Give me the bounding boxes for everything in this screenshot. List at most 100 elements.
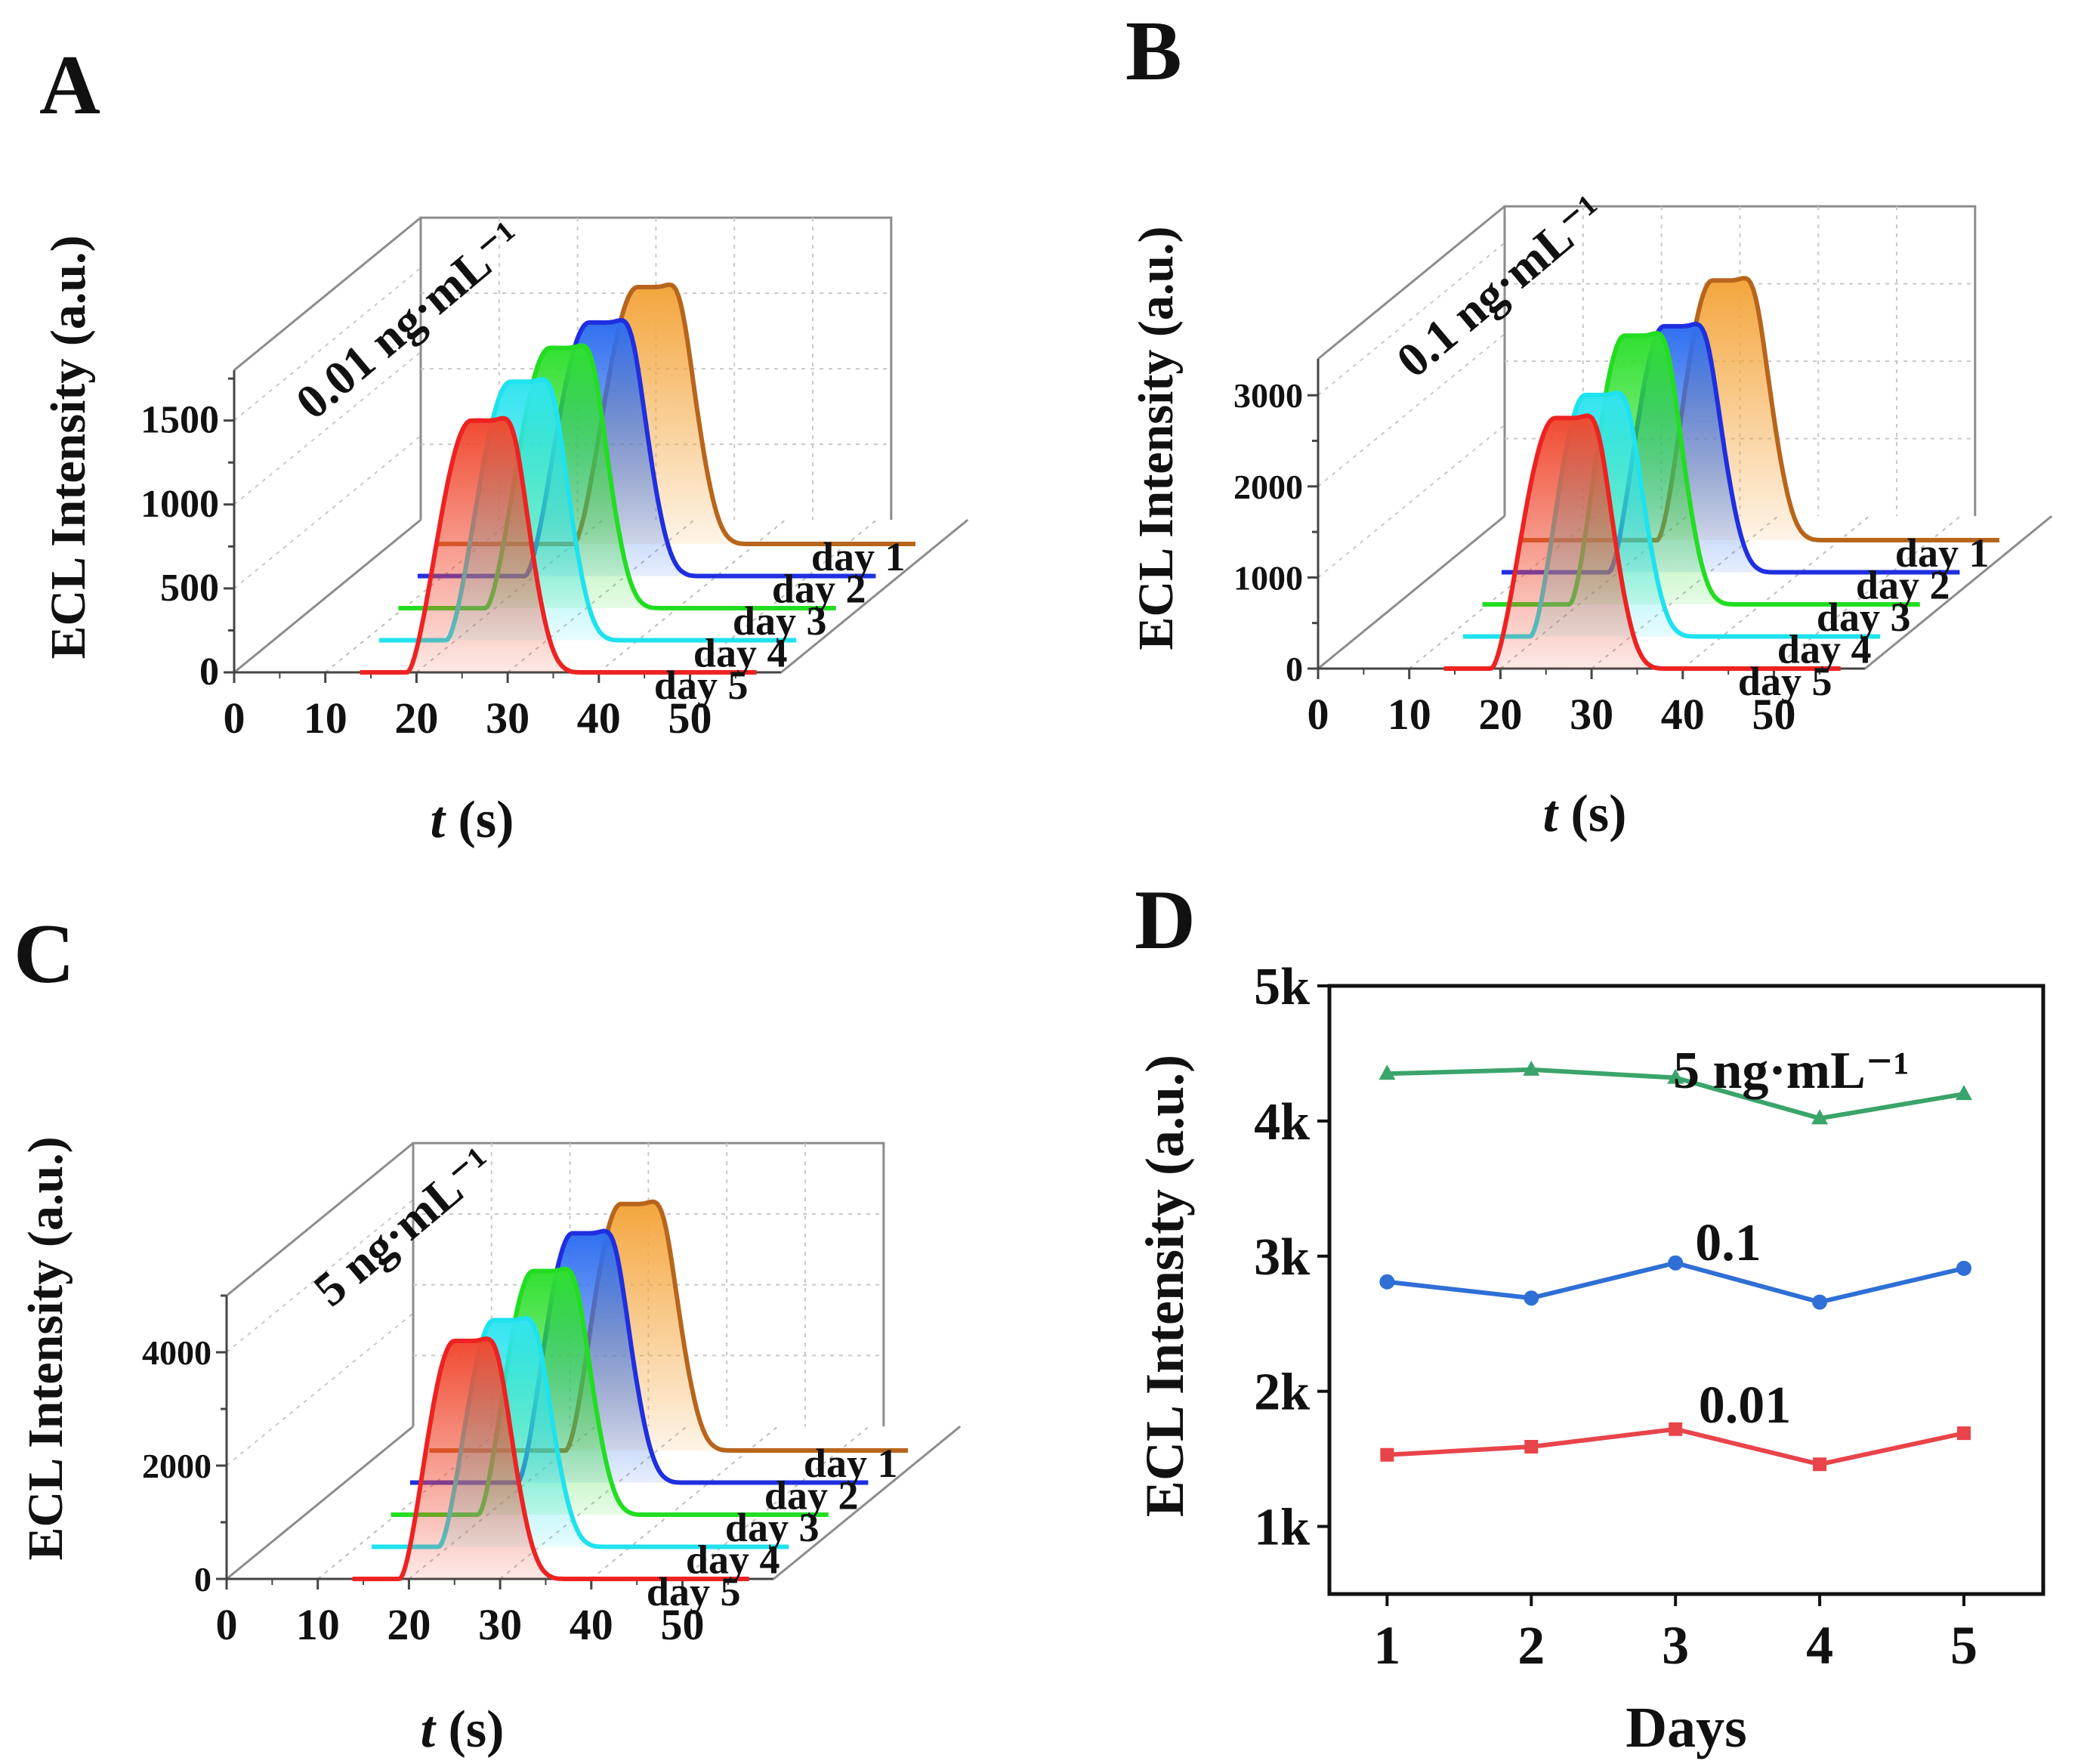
series-label: day 2 xyxy=(1856,563,1950,608)
series-label: day 2 xyxy=(772,567,866,612)
depth-axis xyxy=(1317,514,1505,670)
series-label: day 4 xyxy=(1777,627,1872,672)
series-label: 0.01 xyxy=(1699,1376,1792,1435)
x-tick-label: 0 xyxy=(224,694,245,743)
curve-fill xyxy=(417,320,877,576)
data-point xyxy=(1523,1060,1540,1076)
x-axis-label-unit: (s) xyxy=(1558,785,1626,843)
data-point xyxy=(1524,1440,1539,1454)
x-axis-label-unit: (s) xyxy=(445,791,514,849)
depth-axis xyxy=(233,518,421,674)
y-tick-label: 1000 xyxy=(1233,558,1303,597)
y-tick-label: 0 xyxy=(194,1560,211,1599)
data-point xyxy=(1667,1068,1684,1084)
x-tick-label: 10 xyxy=(1388,690,1431,739)
x-axis-label: t (s) xyxy=(421,1701,505,1759)
x-axis-label: t (s) xyxy=(431,791,514,849)
x-tick-label: 50 xyxy=(1752,690,1796,739)
depth-axis xyxy=(226,1425,414,1580)
y-axis-label: ECL Intensity (a.u.) xyxy=(1135,1055,1195,1517)
series-label: day 3 xyxy=(725,1505,820,1550)
y-tick-label: 5k xyxy=(1254,958,1310,1016)
curve-fill xyxy=(429,1201,909,1450)
wall-gridline xyxy=(233,351,421,505)
data-point xyxy=(1669,1422,1683,1436)
wall-gridline xyxy=(233,267,421,422)
data-point xyxy=(1813,1457,1827,1472)
x-tick-label: 3 xyxy=(1662,1615,1689,1676)
floor-right-edge xyxy=(780,518,969,674)
x-axis-label: t (s) xyxy=(1543,785,1627,843)
curve-fill xyxy=(1443,416,1843,669)
panel-title: 0.01 ng·mL⁻¹ xyxy=(286,211,532,430)
wall-gridline xyxy=(226,1312,414,1466)
y-tick-label: 500 xyxy=(160,567,219,610)
wall-gridline xyxy=(226,1199,414,1353)
data-point xyxy=(1812,1294,1828,1310)
x-tick-label: 0 xyxy=(216,1600,238,1649)
curve-fill xyxy=(437,284,916,544)
data-point xyxy=(1668,1255,1684,1271)
wall-gridline xyxy=(1317,242,1505,397)
x-tick-label: 30 xyxy=(1570,690,1613,739)
panel-letter-a: A xyxy=(39,39,100,132)
data-point xyxy=(1380,1447,1394,1462)
data-point xyxy=(1956,1260,1971,1276)
wall-top-edge xyxy=(233,216,421,372)
panel-title: 0.1 ng·mL⁻¹ xyxy=(1386,184,1613,388)
series-label: day 1 xyxy=(811,534,906,579)
y-tick-label: 1k xyxy=(1254,1499,1310,1557)
series-label: day 3 xyxy=(1817,595,1911,640)
floor-right-edge xyxy=(1864,514,2053,670)
series-label: day 5 xyxy=(1738,659,1832,704)
data-point xyxy=(1524,1290,1539,1306)
series-label: day 2 xyxy=(764,1473,859,1518)
series-label: 5 ng·mL⁻¹ xyxy=(1673,1042,1910,1100)
curve-line xyxy=(360,416,757,675)
data-point xyxy=(1956,1085,1972,1101)
series-label: day 1 xyxy=(1895,530,1990,576)
y-axis-label: ECL Intensity (a.u.) xyxy=(1128,226,1184,650)
y-tick-label: 3000 xyxy=(1233,376,1303,415)
x-tick-label: 2 xyxy=(1517,1615,1545,1676)
panel-letter-d: D xyxy=(1135,873,1196,967)
wall-top-edge xyxy=(226,1142,414,1297)
panel-letter-b: B xyxy=(1125,5,1182,98)
y-axis-label: ECL Intensity (a.u.) xyxy=(41,235,96,659)
series-label: day 4 xyxy=(686,1537,780,1583)
y-tick-label: 1000 xyxy=(140,483,219,526)
series-label: day 4 xyxy=(693,631,788,676)
x-tick-label: 30 xyxy=(486,694,529,743)
x-tick-label: 4 xyxy=(1806,1615,1833,1676)
data-point xyxy=(1379,1064,1396,1080)
series-label: day 5 xyxy=(654,663,749,708)
x-tick-label: 0 xyxy=(1308,690,1329,739)
axes-3d-a xyxy=(224,216,969,683)
data-point xyxy=(1811,1109,1829,1125)
panel-letter-c: C xyxy=(14,907,75,1001)
series-label: day 5 xyxy=(647,1569,741,1614)
x-tick-label: 30 xyxy=(478,1600,522,1649)
y-tick-label: 3k xyxy=(1254,1228,1310,1287)
plot-2d-d: 1k 2k 3k 4k 5k 1 2 3 4 5 Days ECL Intensity (a.u.) 5… xyxy=(1135,958,2045,1759)
panel-d: D 1k 2k 3k 4k 5k 1 2 3 4 5 Days ECL Intensity (a.u.… xyxy=(1135,873,2045,1759)
x-axis-label-var: t xyxy=(421,1701,437,1759)
curve-line xyxy=(1443,413,1841,671)
x-tick-label: 10 xyxy=(304,694,347,743)
series-label: day 3 xyxy=(733,598,827,644)
wall-gridline xyxy=(1317,424,1505,579)
y-axis-label: ECL Intensity (a.u.) xyxy=(18,1136,73,1560)
plot-frame xyxy=(1327,984,2045,1596)
series-label: 0.1 xyxy=(1695,1214,1761,1272)
curves-b xyxy=(1443,276,2000,671)
curve-fill xyxy=(1521,278,2000,540)
y-tick-label: 2k xyxy=(1254,1364,1310,1422)
y-tick-label: 2000 xyxy=(142,1447,211,1485)
wall-gridline xyxy=(233,435,421,589)
panel-title: 5 ng·mL⁻¹ xyxy=(304,1136,504,1316)
